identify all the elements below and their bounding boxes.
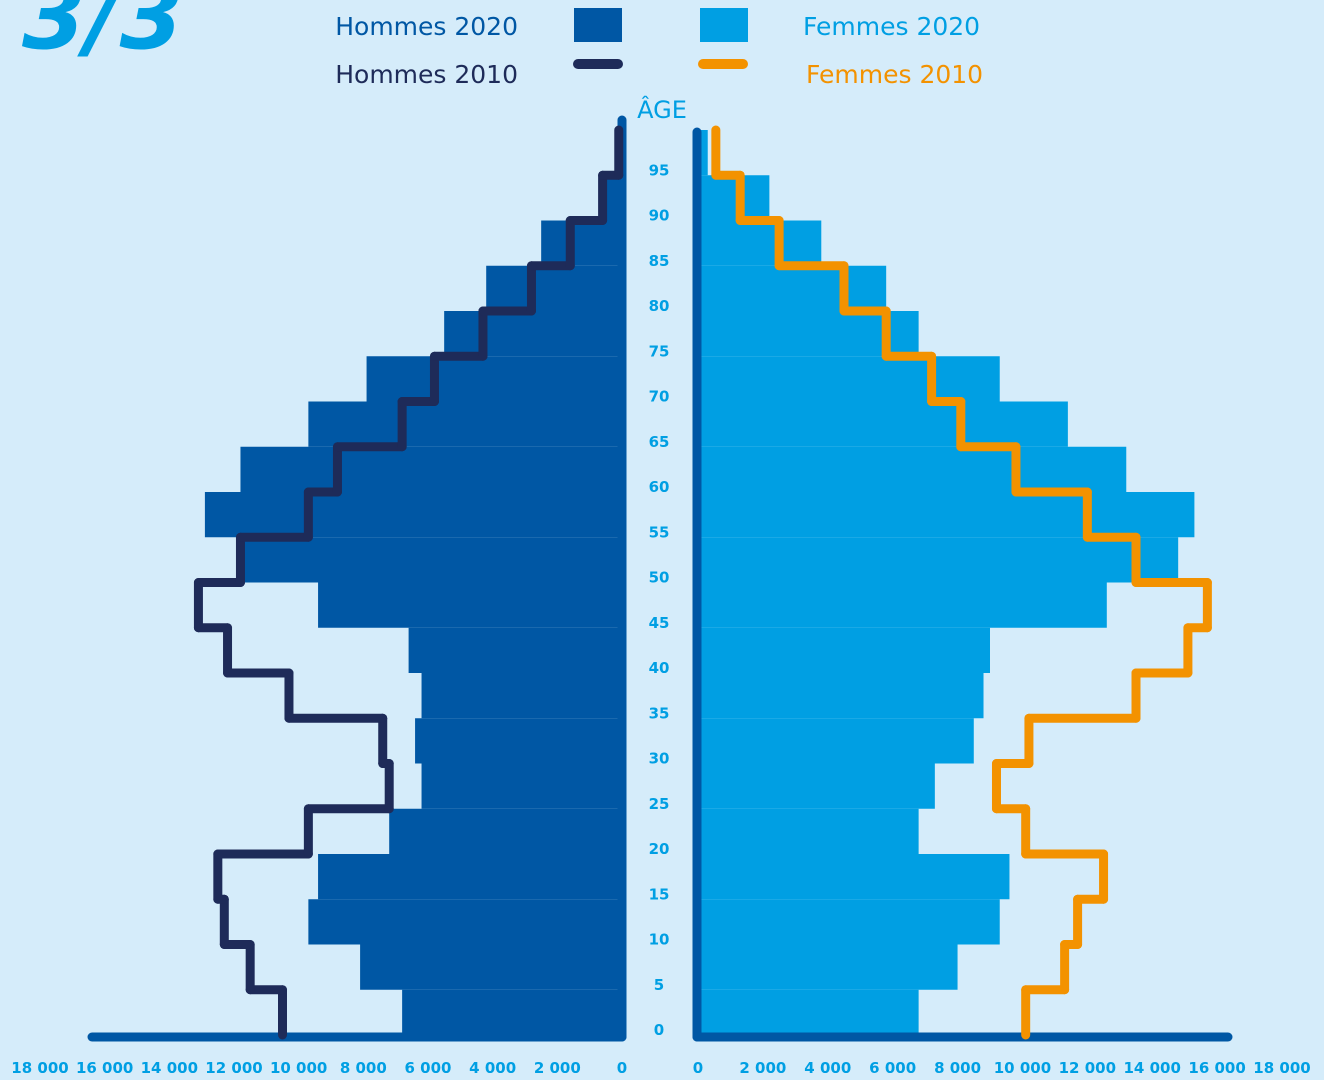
y-tick-label: 55 bbox=[649, 523, 670, 541]
bar bbox=[698, 175, 770, 221]
x-tick-label: 4 000 bbox=[804, 1059, 851, 1077]
bar bbox=[308, 401, 622, 447]
bar bbox=[415, 718, 622, 764]
bar bbox=[318, 854, 622, 900]
bar bbox=[698, 356, 1000, 402]
y-tick-label: 10 bbox=[649, 931, 670, 949]
bar bbox=[318, 582, 622, 628]
y-tick-label: 45 bbox=[649, 614, 670, 632]
bar bbox=[486, 265, 622, 311]
x-tick-label: 16 000 bbox=[1188, 1059, 1245, 1077]
bar bbox=[402, 989, 622, 1035]
bar bbox=[698, 763, 935, 809]
y-tick-label: 40 bbox=[649, 659, 670, 677]
bar bbox=[698, 130, 708, 176]
x-tick-label: 16 000 bbox=[76, 1059, 133, 1077]
bar bbox=[698, 718, 974, 764]
bar bbox=[444, 311, 622, 357]
bar bbox=[366, 356, 622, 402]
y-tick-label: 20 bbox=[649, 840, 670, 858]
y-axis-label: ÂGE bbox=[637, 95, 687, 124]
x-tick-label: 6 000 bbox=[869, 1059, 916, 1077]
bar bbox=[698, 627, 990, 673]
bar bbox=[698, 899, 1000, 945]
y-tick-label: 85 bbox=[649, 252, 670, 270]
y-tick-label: 25 bbox=[649, 795, 670, 813]
y-tick-label: 35 bbox=[649, 704, 670, 722]
x-tick-label: 18 000 bbox=[11, 1059, 68, 1077]
bar bbox=[698, 854, 1010, 900]
y-tick-label: 75 bbox=[649, 342, 670, 360]
y-tick-label: 80 bbox=[649, 297, 670, 315]
x-tick-label: 18 000 bbox=[1253, 1059, 1310, 1077]
x-tick-label: 6 000 bbox=[405, 1059, 452, 1077]
y-tick-label: 90 bbox=[649, 207, 670, 225]
bar bbox=[698, 220, 822, 266]
bar bbox=[698, 989, 919, 1035]
legend-swatch bbox=[574, 8, 622, 42]
legend-label: Femmes 2020 bbox=[803, 12, 980, 41]
bar bbox=[243, 537, 622, 583]
bar bbox=[204, 492, 622, 538]
x-tick-label: 8 000 bbox=[934, 1059, 981, 1077]
x-tick-label: 2 000 bbox=[739, 1059, 786, 1077]
x-tick-label: 12 000 bbox=[1059, 1059, 1116, 1077]
bar bbox=[698, 944, 958, 990]
x-tick-label: 14 000 bbox=[1124, 1059, 1181, 1077]
bar bbox=[389, 808, 622, 854]
y-tick-label: 60 bbox=[649, 478, 670, 496]
bar bbox=[698, 492, 1195, 538]
bar bbox=[308, 899, 622, 945]
x-tick-label: 12 000 bbox=[205, 1059, 262, 1077]
bar bbox=[698, 582, 1107, 628]
x-tick-label: 4 000 bbox=[469, 1059, 516, 1077]
y-tick-label: 65 bbox=[649, 433, 670, 451]
y-tick-label: 70 bbox=[649, 388, 670, 406]
y-tick-label: 0 bbox=[654, 1021, 664, 1039]
legend-label: Hommes 2020 bbox=[335, 12, 518, 41]
bar bbox=[698, 265, 887, 311]
legend-label: Femmes 2010 bbox=[806, 60, 983, 89]
bar bbox=[541, 220, 622, 266]
bar bbox=[698, 401, 1068, 447]
legend-label: Hommes 2010 bbox=[335, 60, 518, 89]
y-tick-label: 30 bbox=[649, 750, 670, 768]
x-tick-label: 14 000 bbox=[141, 1059, 198, 1077]
page-number: 3/3 bbox=[22, 0, 184, 70]
y-tick-label: 50 bbox=[649, 569, 670, 587]
y-tick-label: 15 bbox=[649, 885, 670, 903]
bar bbox=[360, 944, 622, 990]
bar bbox=[408, 627, 622, 673]
bar bbox=[698, 537, 1179, 583]
x-tick-label: 10 000 bbox=[270, 1059, 327, 1077]
bar bbox=[421, 763, 622, 809]
legend-swatch bbox=[700, 8, 748, 42]
bar bbox=[240, 446, 622, 492]
bar bbox=[698, 808, 919, 854]
bar bbox=[698, 673, 984, 719]
x-tick-label: 2 000 bbox=[534, 1059, 581, 1077]
y-tick-label: 5 bbox=[654, 976, 664, 994]
x-tick-label: 10 000 bbox=[994, 1059, 1051, 1077]
x-tick-label: 0 bbox=[617, 1059, 627, 1077]
x-tick-label: 8 000 bbox=[340, 1059, 387, 1077]
y-tick-label: 95 bbox=[649, 161, 670, 179]
x-tick-label: 0 bbox=[693, 1059, 703, 1077]
bar bbox=[698, 446, 1127, 492]
bar bbox=[421, 673, 622, 719]
